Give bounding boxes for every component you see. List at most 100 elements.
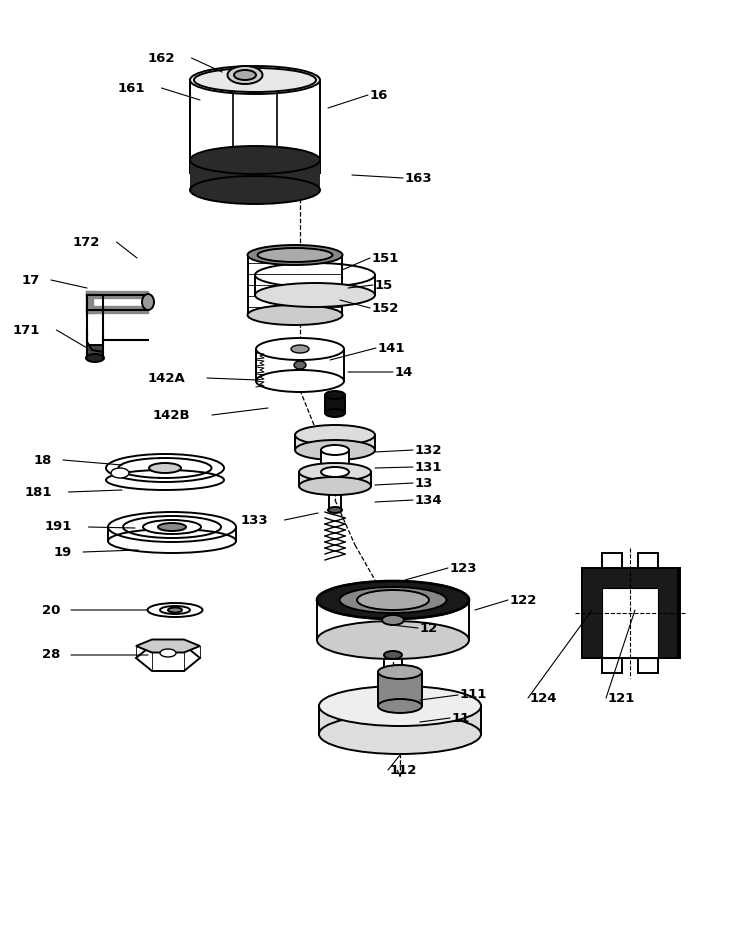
Text: 191: 191 xyxy=(45,520,72,534)
Text: 112: 112 xyxy=(390,763,417,777)
Ellipse shape xyxy=(111,468,129,478)
Text: 142B: 142B xyxy=(153,409,190,422)
Ellipse shape xyxy=(317,621,469,659)
Text: 131: 131 xyxy=(415,461,443,474)
Ellipse shape xyxy=(86,354,104,362)
Text: 133: 133 xyxy=(240,514,268,527)
Ellipse shape xyxy=(299,477,371,495)
Text: 162: 162 xyxy=(147,51,175,64)
Ellipse shape xyxy=(234,70,256,80)
Text: 19: 19 xyxy=(54,546,72,558)
Text: 11: 11 xyxy=(452,711,470,725)
Ellipse shape xyxy=(257,248,333,262)
Text: 15: 15 xyxy=(375,278,394,291)
Ellipse shape xyxy=(256,373,344,389)
Ellipse shape xyxy=(190,66,320,94)
Bar xyxy=(256,349,344,381)
Bar xyxy=(87,345,103,358)
Ellipse shape xyxy=(325,391,345,399)
Text: 181: 181 xyxy=(25,485,52,499)
Ellipse shape xyxy=(294,361,306,369)
Text: 12: 12 xyxy=(420,622,438,635)
Ellipse shape xyxy=(118,458,211,478)
Ellipse shape xyxy=(378,665,422,679)
Ellipse shape xyxy=(158,523,186,531)
Text: 163: 163 xyxy=(405,171,432,184)
Bar xyxy=(319,706,481,734)
Ellipse shape xyxy=(357,590,429,610)
Ellipse shape xyxy=(255,283,375,307)
Text: 20: 20 xyxy=(42,604,60,617)
Bar xyxy=(248,255,343,315)
Ellipse shape xyxy=(325,409,345,417)
Text: 124: 124 xyxy=(530,692,557,705)
Ellipse shape xyxy=(190,176,320,204)
Bar xyxy=(321,450,349,472)
Polygon shape xyxy=(582,553,678,568)
Ellipse shape xyxy=(339,587,446,613)
Bar xyxy=(295,435,375,450)
Ellipse shape xyxy=(106,454,224,482)
Bar xyxy=(582,568,680,658)
Polygon shape xyxy=(136,645,200,671)
Text: 172: 172 xyxy=(73,236,100,249)
Ellipse shape xyxy=(108,512,236,542)
Bar xyxy=(190,80,320,185)
Ellipse shape xyxy=(384,651,402,659)
Text: 13: 13 xyxy=(415,477,433,489)
Ellipse shape xyxy=(378,699,422,713)
Bar xyxy=(378,672,422,706)
Ellipse shape xyxy=(142,294,154,310)
Ellipse shape xyxy=(382,615,404,625)
Ellipse shape xyxy=(143,520,201,534)
Ellipse shape xyxy=(256,370,344,392)
Ellipse shape xyxy=(256,349,344,365)
Ellipse shape xyxy=(147,603,202,617)
Polygon shape xyxy=(582,658,678,673)
Ellipse shape xyxy=(160,606,190,614)
Text: 16: 16 xyxy=(370,89,388,101)
Text: 151: 151 xyxy=(372,252,400,265)
Ellipse shape xyxy=(256,338,344,360)
Ellipse shape xyxy=(291,345,309,353)
Text: 111: 111 xyxy=(460,689,487,702)
Bar xyxy=(602,588,658,658)
Ellipse shape xyxy=(149,463,181,473)
Text: 141: 141 xyxy=(378,342,405,355)
Ellipse shape xyxy=(321,467,349,477)
Bar xyxy=(299,472,371,486)
Ellipse shape xyxy=(321,445,349,455)
Ellipse shape xyxy=(256,365,344,381)
Text: 122: 122 xyxy=(510,593,537,606)
Ellipse shape xyxy=(228,66,263,84)
Ellipse shape xyxy=(248,245,342,265)
Bar xyxy=(325,395,345,413)
Text: 152: 152 xyxy=(372,302,400,314)
Polygon shape xyxy=(136,639,200,653)
Ellipse shape xyxy=(295,440,375,460)
Ellipse shape xyxy=(256,357,344,373)
Ellipse shape xyxy=(328,507,342,513)
Ellipse shape xyxy=(299,463,371,481)
Text: 161: 161 xyxy=(118,81,145,95)
Text: 28: 28 xyxy=(42,649,60,661)
Ellipse shape xyxy=(319,714,481,754)
Text: 14: 14 xyxy=(395,365,414,378)
Text: 132: 132 xyxy=(415,444,443,457)
Text: 18: 18 xyxy=(33,453,52,466)
Ellipse shape xyxy=(168,607,182,612)
Bar xyxy=(602,588,658,658)
Ellipse shape xyxy=(317,581,469,619)
Ellipse shape xyxy=(160,649,176,657)
Text: 134: 134 xyxy=(415,494,443,506)
Text: 171: 171 xyxy=(13,324,40,337)
Ellipse shape xyxy=(190,146,320,174)
Text: 142A: 142A xyxy=(147,372,185,384)
Text: 123: 123 xyxy=(450,562,478,574)
Ellipse shape xyxy=(295,425,375,445)
Ellipse shape xyxy=(319,686,481,726)
Text: 17: 17 xyxy=(22,273,40,287)
Bar xyxy=(190,160,320,190)
Text: 121: 121 xyxy=(608,692,635,705)
Ellipse shape xyxy=(248,305,342,325)
